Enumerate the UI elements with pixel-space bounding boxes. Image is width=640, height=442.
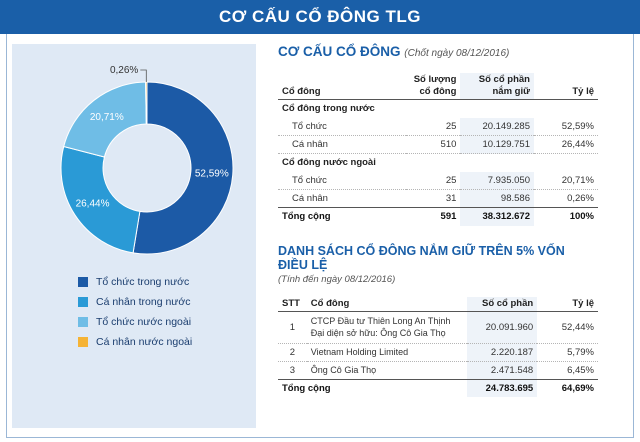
- cell-stt: 3: [278, 361, 307, 380]
- legend-label: Cá nhân nước ngoài: [96, 336, 193, 348]
- table-row: 3 Ông Cô Gia Thọ 2.471.548 6,45%: [278, 361, 598, 380]
- total-row: Tổng cộng 24.783.695 64,69%: [278, 378, 598, 397]
- cell-ratio: 20,71%: [533, 171, 598, 190]
- legend-label: Cá nhân trong nước: [96, 296, 191, 308]
- major-title: DANH SÁCH CỔ ĐÔNG NẮM GIỮ TRÊN 5% VỐN ĐI…: [278, 243, 565, 272]
- cell-count: 25: [406, 171, 461, 190]
- legend-swatch: [78, 317, 88, 327]
- group-domestic: Cổ đông trong nước: [282, 103, 375, 115]
- legend-item: Cá nhân trong nước: [78, 292, 192, 312]
- cell-name: Ông Cô Gia Thọ: [306, 361, 467, 380]
- cell-stt: 1: [278, 311, 307, 344]
- slice-label: 0,26%: [110, 65, 138, 76]
- slice-label: 26,44%: [76, 198, 110, 209]
- cell-shares: 7.935.050: [460, 171, 534, 190]
- cell-name: Cá nhân: [278, 189, 406, 208]
- legend-swatch: [78, 337, 88, 347]
- table-row: 1 CTCP Đầu tư Thiên Long An Thịnh Đại diệ…: [278, 311, 598, 344]
- slice-label: 20,71%: [90, 112, 124, 123]
- cell-ratio: 100%: [533, 207, 598, 226]
- cell-ratio: 5,79%: [537, 343, 598, 362]
- cell-count: 510: [406, 135, 461, 154]
- cell-name: Tổng cộng: [278, 378, 467, 397]
- table-row: 2 Vietnam Holding Limited 2.220.187 5,79…: [278, 343, 598, 362]
- legend-item: Tổ chức nước ngoài: [78, 312, 192, 332]
- cell-name: CTCP Đầu tư Thiên Long An Thịnh Đại diện …: [306, 311, 467, 344]
- group-row: Cổ đông nước ngoài: [278, 154, 598, 172]
- total-row: Tổng cộng 591 38.312.672 100%: [278, 207, 598, 226]
- structure-title-text: CƠ CẤU CỔ ĐÔNG: [278, 44, 401, 59]
- cell-count: 31: [406, 189, 461, 208]
- header-shares: Số cổ phần: [466, 296, 538, 311]
- structure-title: CƠ CẤU CỔ ĐÔNG (Chốt ngày 08/12/2016): [278, 44, 598, 59]
- header-stt: STT: [282, 297, 300, 309]
- cell-count: 591: [406, 207, 461, 226]
- cell-ratio: 26,44%: [533, 135, 598, 154]
- slice-label: 52,59%: [195, 168, 229, 179]
- cell-ratio: 64,69%: [537, 378, 598, 397]
- cell-ratio: 0,26%: [533, 189, 598, 208]
- pie-slice: [60, 145, 141, 254]
- cell-shares: 10.129.751: [460, 135, 534, 154]
- cell-shares: 20.149.285: [460, 117, 534, 136]
- major-table: STT Cổ đông Số cổ phần Tỷ lệ 1 CTCP Đầu …: [278, 296, 598, 397]
- table-row: Cá nhân 31 98.586 0,26%: [278, 189, 598, 208]
- chart-panel: 52,59% 26,44% 20,71% 0,26% Tổ chức trong nư…: [12, 44, 256, 428]
- header-count: Số lượng cổ đông: [413, 74, 457, 97]
- cell-ratio: 6,45%: [537, 361, 598, 380]
- table-row: Tổ chức 25 7.935.050 20,71%: [278, 171, 598, 190]
- leader-line: [140, 69, 147, 83]
- legend-label: Tổ chức nước ngoài: [96, 316, 192, 328]
- content-frame: [6, 34, 634, 438]
- legend-swatch: [78, 297, 88, 307]
- tables-panel: CƠ CẤU CỔ ĐÔNG (Chốt ngày 08/12/2016) Cổ…: [278, 44, 598, 397]
- cell-name: Tổ chức: [278, 117, 406, 136]
- cell-shares: 2.471.548: [466, 361, 538, 380]
- table-row: Cá nhân 510 10.129.751 26,44%: [278, 135, 598, 154]
- header-shareholder: Cổ đông: [310, 297, 350, 309]
- major-note: (Tính đến ngày 08/12/2016): [278, 273, 396, 285]
- donut-chart: 52,59% 26,44% 20,71% 0,26%: [60, 65, 234, 255]
- pie-slice: [145, 81, 148, 125]
- legend-swatch: [78, 277, 88, 287]
- header-shares: Số cổ phần nắm giữ: [460, 73, 534, 100]
- structure-note: (Chốt ngày 08/12/2016): [404, 48, 510, 59]
- cell-name: Tổ chức: [278, 171, 406, 190]
- group-foreign: Cổ đông nước ngoài: [282, 157, 376, 169]
- cell-name: Cá nhân: [278, 135, 406, 154]
- cell-ratio: 52,44%: [537, 311, 598, 344]
- header-shareholder: Cổ đông: [282, 86, 321, 97]
- cell-stt: 2: [278, 343, 307, 362]
- legend-item: Cá nhân nước ngoài: [78, 332, 192, 352]
- page-banner: CƠ CẤU CỔ ĐÔNG TLG: [0, 0, 640, 34]
- legend-label: Tổ chức trong nước: [96, 276, 190, 288]
- pie-slice: [132, 81, 234, 255]
- cell-shares: 38.312.672: [460, 207, 534, 226]
- legend-item: Tổ chức trong nước: [78, 272, 192, 292]
- table-row: Tổ chức 25 20.149.285 52,59%: [278, 117, 598, 136]
- header-ratio: Tỷ lệ: [572, 297, 594, 309]
- header-ratio: Tỷ lệ: [572, 86, 594, 97]
- cell-shares: 20.091.960: [466, 311, 538, 344]
- table-header-row: Cổ đông Số lượng cổ đông Số cổ phần nắm gi…: [278, 73, 598, 100]
- table-header-row: STT Cổ đông Số cổ phần Tỷ lệ: [278, 296, 598, 311]
- cell-shares: 2.220.187: [466, 343, 538, 362]
- cell-name: Vietnam Holding Limited: [306, 343, 467, 362]
- chart-legend: Tổ chức trong nước Cá nhân trong nước Tổ…: [78, 272, 192, 352]
- cell-name: Tổng cộng: [278, 207, 406, 226]
- structure-table: Cổ đông Số lượng cổ đông Số cổ phần nắm gi…: [278, 73, 598, 226]
- cell-shares: 98.586: [460, 189, 534, 208]
- cell-count: 25: [406, 117, 461, 136]
- cell-shares: 24.783.695: [466, 378, 538, 397]
- group-row: Cổ đông trong nước: [278, 100, 598, 118]
- banner-title: CƠ CẤU CỔ ĐÔNG TLG: [219, 7, 421, 26]
- cell-ratio: 52,59%: [533, 117, 598, 136]
